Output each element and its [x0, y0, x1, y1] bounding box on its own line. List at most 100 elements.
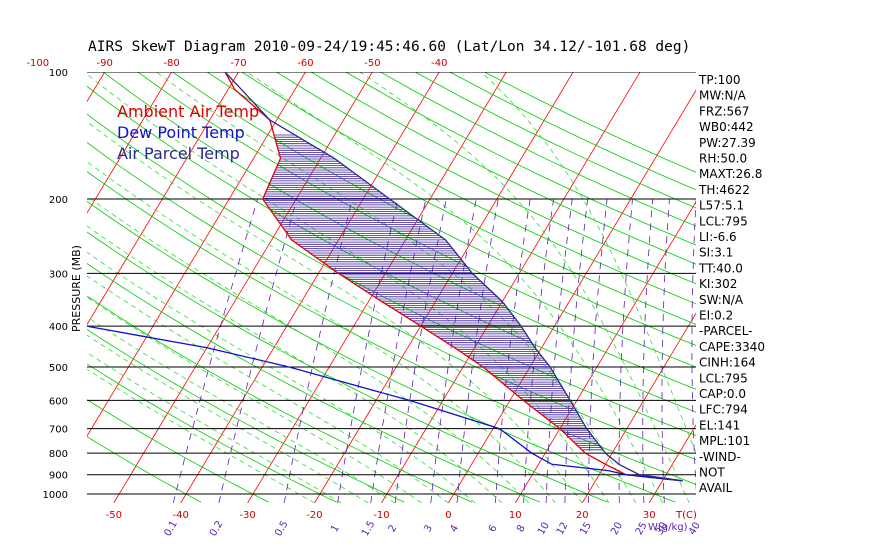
top-temp-tick-label: -90	[97, 58, 113, 69]
top-temp-tick-label: -80	[163, 58, 179, 69]
dry-adiabat-line	[137, 72, 696, 368]
sounding-index-label: EL:141	[699, 418, 740, 432]
dew-point-temp-line	[87, 325, 683, 482]
sounding-index-label: EI:0.2	[699, 309, 733, 323]
mixing-ratio-line	[618, 199, 633, 503]
mixing-ratio-tick-label: 0.5	[273, 519, 290, 538]
sounding-index-label: FRZ:567	[699, 104, 749, 118]
sounding-index-label: CINH:164	[699, 356, 756, 370]
isotherm-line	[87, 72, 239, 326]
sounding-index-label: MAXT:26.8	[699, 167, 762, 181]
moist-adiabat-line	[87, 296, 422, 503]
sounding-index-label: -WIND-	[699, 450, 741, 464]
dry-adiabat-line	[449, 72, 696, 191]
bottom-temp-tick-label: -50	[106, 510, 122, 521]
mixing-ratio-tick-label: 4	[448, 523, 461, 534]
dry-adiabat-line	[87, 436, 202, 503]
moist-adiabat-line	[87, 316, 396, 503]
isotherm-line	[87, 72, 306, 437]
isotherm-line	[448, 89, 696, 503]
mixing-ratio-line	[587, 199, 608, 503]
pressure-tick-label: 300	[49, 269, 68, 280]
sounding-index-label: TP:100	[698, 73, 741, 87]
mixing-ratio-line	[691, 199, 696, 493]
sounding-index-label: TT:40.0	[698, 261, 743, 275]
top-temp-tick-label: -70	[230, 58, 246, 69]
moist-adiabat-line	[87, 161, 556, 503]
moist-adiabat-line	[87, 251, 476, 503]
chart-title: AIRS SkewT Diagram 2010-09-24/19:45:46.6…	[88, 39, 690, 55]
dry-adiabat-line	[87, 142, 696, 461]
bottom-temp-tick-label: 30	[643, 510, 656, 521]
dry-adiabat-line	[172, 72, 696, 346]
air-parcel-temp-line	[224, 72, 683, 482]
top-temp-tick-label: -60	[297, 58, 313, 69]
top-temp-tick-label: -40	[431, 58, 447, 69]
bottom-temp-tick-label: -10	[373, 510, 389, 521]
pressure-tick-label: 100	[49, 68, 68, 79]
sounding-index-label: WB0:442	[699, 120, 754, 134]
mixing-ratio-tick-label: 12	[555, 520, 571, 537]
mixing-ratio-tick-label: 10	[536, 520, 552, 537]
dry-adiabat-line	[102, 72, 696, 390]
bottom-temp-tick-label: -20	[306, 510, 322, 521]
mixing-ratio-line	[218, 198, 298, 503]
mixing-ratio-line	[661, 199, 670, 503]
dry-adiabat-line	[87, 295, 473, 503]
sounding-index-label: PW:27.39	[699, 136, 756, 150]
dry-adiabat-line	[380, 72, 696, 227]
mixing-ratio-line	[642, 199, 654, 503]
moist-adiabat-line	[246, 72, 663, 503]
isotherm-line	[0, 72, 38, 503]
isotherm-line	[314, 72, 574, 503]
mixing-ratio-tick-label: 1.5	[360, 519, 377, 538]
mixing-ratio-tick-label: 3	[422, 523, 435, 534]
sounding-index-label: LCL:795	[699, 371, 748, 385]
isotherm-line	[113, 72, 373, 503]
dry-adiabat-line	[87, 231, 608, 503]
bottom-temp-tick-label: 10	[509, 510, 522, 521]
sounding-index-label: -PARCEL-	[699, 324, 753, 338]
mixing-ratio-line	[523, 199, 554, 503]
sounding-index-label: MPL:101	[699, 434, 750, 448]
dry-adiabat-line	[310, 72, 696, 265]
ambient-air-temp-line	[224, 72, 683, 482]
sounding-index-label: LFC:794	[699, 403, 748, 417]
isotherm-line	[514, 201, 696, 503]
sounding-index-label: KI:302	[699, 277, 737, 291]
sounding-index-label: TH:4622	[698, 183, 750, 197]
mixing-ratio-tick-label: 0.2	[208, 519, 225, 538]
dry-adiabat-line	[206, 72, 696, 325]
bottom-temp-tick-label: 0	[445, 510, 451, 521]
dry-adiabat-line	[87, 399, 269, 503]
sounding-index-label: MW:N/A	[699, 89, 747, 103]
moist-adiabat-line	[87, 368, 315, 503]
sounding-index-label: LCL:795	[699, 214, 748, 228]
pressure-tick-label: 200	[49, 195, 68, 206]
sounding-index-label: NOT	[699, 466, 725, 480]
mixing-ratio-tick-label: 2	[387, 523, 400, 534]
mixing-ratio-unit-label: W(g/kg)	[648, 522, 688, 533]
dry-adiabat-line	[87, 113, 696, 436]
sounding-index-label: RH:50.0	[699, 152, 747, 166]
mixing-ratio-line	[456, 199, 499, 503]
moist-adiabat-line	[480, 72, 696, 455]
legend-item: Dew Point Temp	[117, 123, 245, 142]
pressure-tick-label: 900	[49, 471, 68, 482]
mixing-ratio-line	[172, 198, 258, 503]
mixing-ratio-line	[283, 198, 353, 503]
pressure-axis-label: PRESSURE (MB)	[70, 245, 83, 332]
moist-adiabat-line	[87, 352, 342, 503]
pressure-tick-label: 600	[49, 396, 68, 407]
dry-adiabat-line	[87, 263, 540, 503]
mixing-ratio-tick-label: 8	[515, 523, 528, 534]
pressure-tick-label: 400	[49, 322, 68, 333]
sounding-index-label: LI:-6.6	[699, 230, 737, 244]
isotherm-line	[87, 72, 172, 214]
dry-adiabat-line	[276, 72, 696, 285]
legend-item: Ambient Air Temp	[117, 102, 259, 121]
isotherm-line	[783, 72, 870, 503]
bottom-temp-tick-label: -30	[239, 510, 255, 521]
mixing-ratio-line	[495, 199, 531, 503]
mixing-ratio-tick-label: 6	[487, 523, 500, 534]
